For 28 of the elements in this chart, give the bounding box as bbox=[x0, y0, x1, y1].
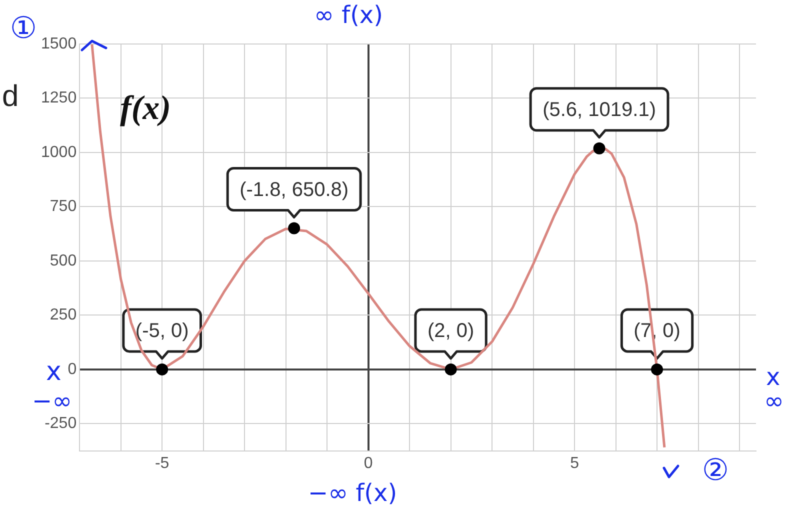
data-label: (2, 0) bbox=[427, 320, 474, 342]
y-tick-label: 1000 bbox=[41, 144, 77, 161]
y-tick-label: 250 bbox=[50, 306, 77, 324]
x-tick-label: 5 bbox=[570, 454, 580, 472]
y-tick-label: 750 bbox=[50, 198, 77, 216]
text: −∞ f(x) bbox=[308, 479, 398, 507]
text: −∞ bbox=[32, 387, 72, 415]
x-tick-label: -5 bbox=[154, 454, 170, 472]
data-label: (5.6, 1019.1) bbox=[542, 98, 656, 121]
point bbox=[288, 222, 300, 234]
text: x bbox=[46, 357, 62, 387]
point bbox=[156, 363, 168, 376]
y-tick-label: -250 bbox=[44, 415, 77, 432]
point bbox=[651, 363, 664, 376]
annotation: f(x) bbox=[120, 90, 171, 128]
point bbox=[593, 142, 606, 154]
y-tick-label: 1250 bbox=[41, 90, 77, 107]
y-tick-label: 1500 bbox=[41, 35, 77, 52]
data-label: (-5, 0) bbox=[135, 320, 189, 342]
y-tick-label: 500 bbox=[50, 252, 77, 270]
text: ① bbox=[10, 11, 37, 46]
text: ∞ f(x) bbox=[314, 1, 383, 29]
y-tick-label: 0 bbox=[68, 360, 77, 378]
data-label: (-1.8, 650.8) bbox=[240, 178, 349, 201]
text: ② bbox=[702, 453, 729, 488]
text: d bbox=[2, 80, 19, 113]
point bbox=[444, 363, 457, 376]
x-tick-label: 0 bbox=[364, 454, 373, 472]
